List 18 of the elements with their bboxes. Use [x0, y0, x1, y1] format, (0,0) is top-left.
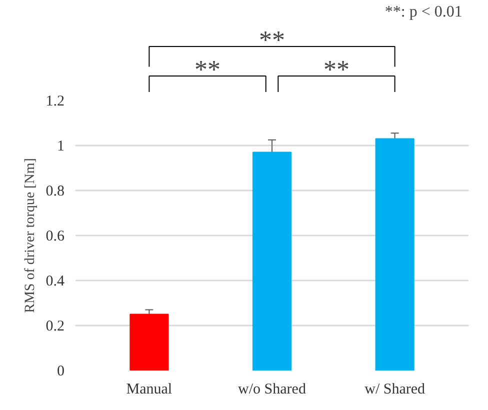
text: **	[323, 54, 350, 84]
text: **	[259, 26, 285, 54]
y-tick-label: 1.2	[46, 94, 64, 110]
bar	[252, 152, 292, 370]
y-tick-label: 0.8	[46, 184, 64, 200]
x-tick-label: Manual	[126, 382, 172, 398]
y-tick-label: 1	[57, 138, 64, 154]
x-tick-label: w/o Shared	[238, 382, 306, 398]
text: **	[194, 54, 221, 84]
x-tick-label: w/ Shared	[364, 382, 426, 398]
y-tick-label: 0.2	[46, 318, 64, 334]
y-axis-title: RMS of driver torque [Nm]	[22, 158, 38, 313]
y-tick-label: 0.6	[46, 228, 65, 244]
text: **: p < 0.01	[384, 3, 462, 20]
bar	[130, 314, 169, 370]
bar	[375, 138, 414, 370]
y-tick-label: 0.4	[46, 274, 65, 290]
y-tick-label: 0	[57, 364, 64, 380]
